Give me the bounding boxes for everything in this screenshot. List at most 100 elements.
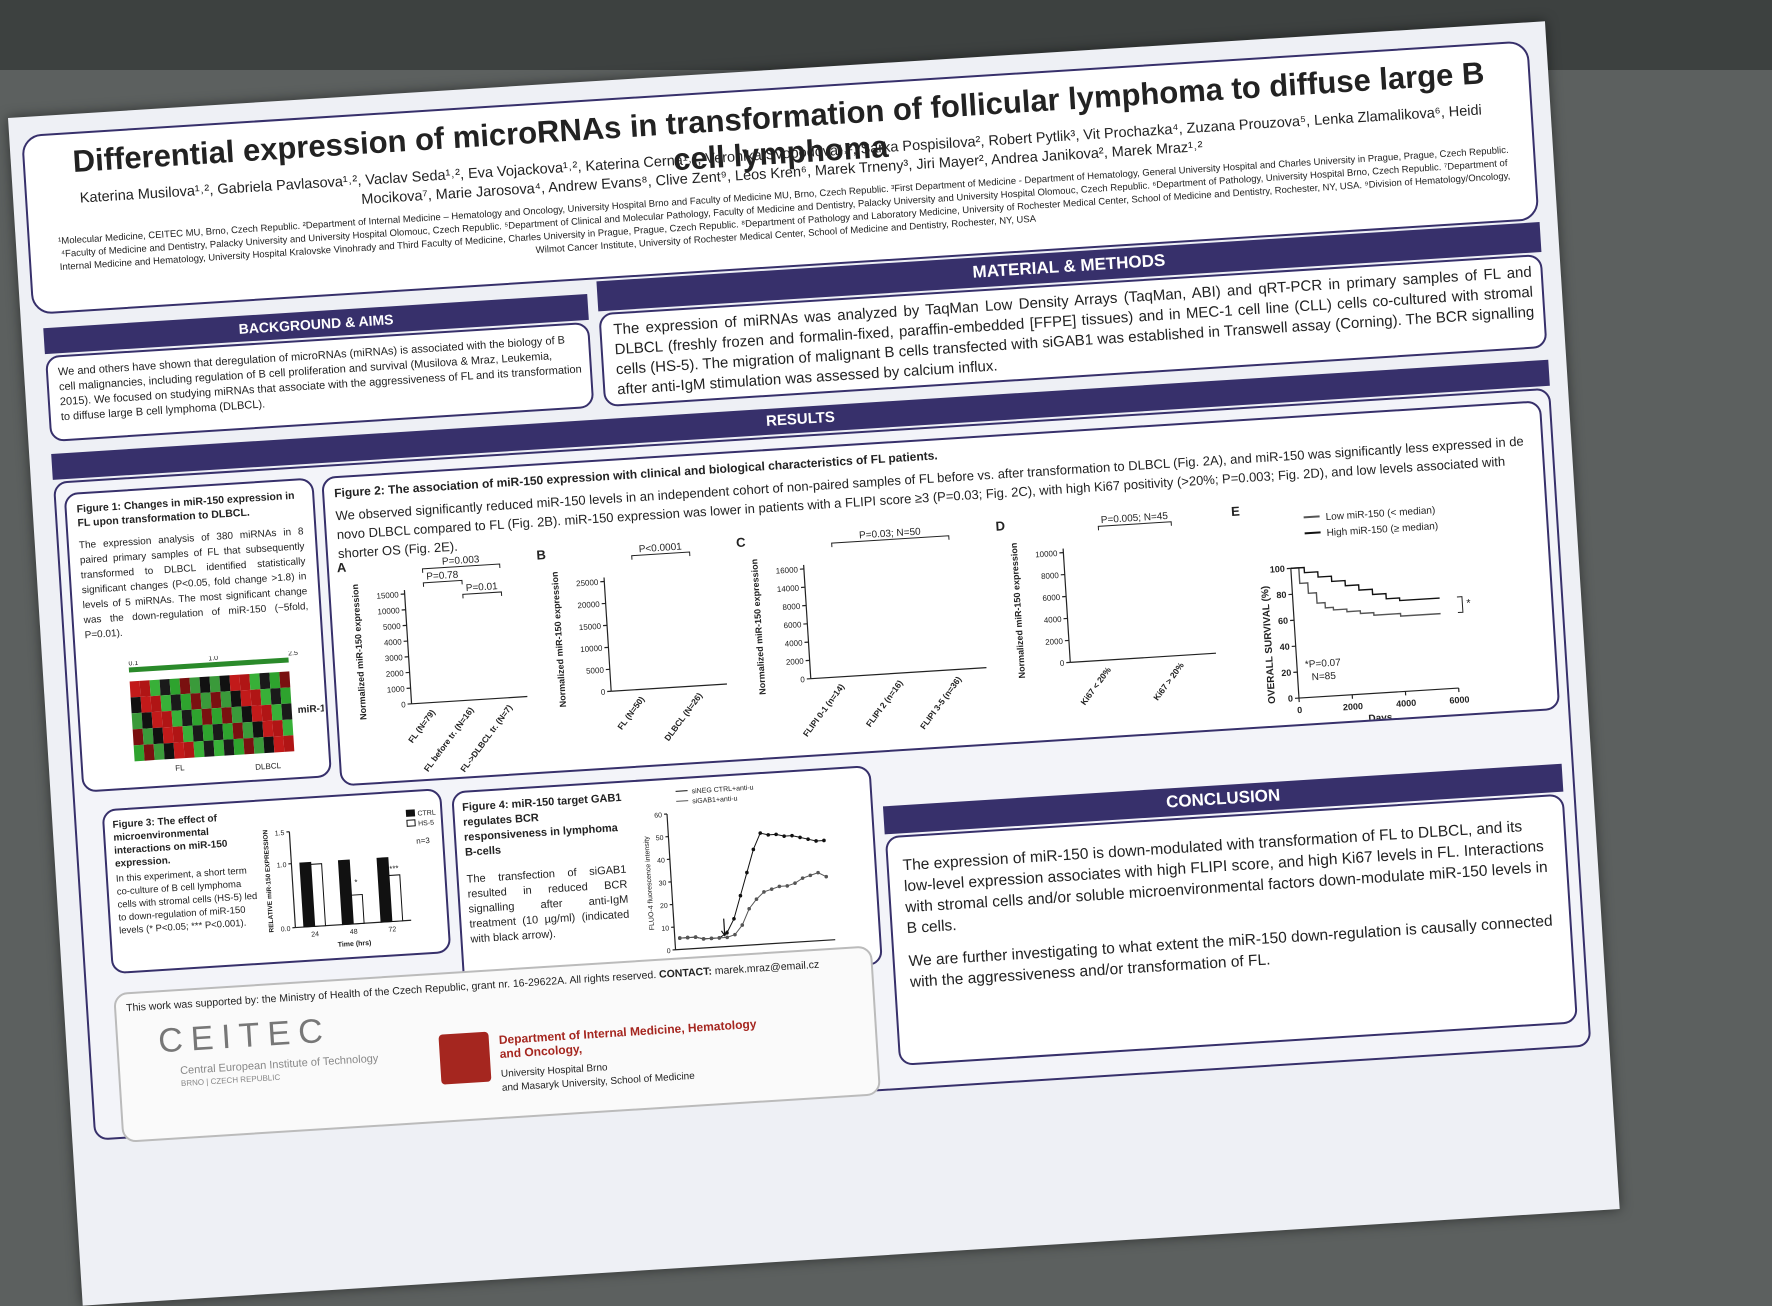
panel-letter: A <box>336 560 347 576</box>
y-tick-label: 0 <box>601 688 607 697</box>
legend-swatch <box>676 801 688 802</box>
x-tick-label: 2000 <box>1343 701 1364 712</box>
y-axis <box>1291 568 1299 698</box>
heatmap-cell <box>144 744 155 761</box>
x-tick-label: 24 <box>311 931 319 938</box>
y-tick-label: 30 <box>658 880 666 887</box>
heatmap-cell <box>251 705 262 722</box>
y-tick-label: 8000 <box>782 602 801 612</box>
heatmap-cell <box>201 708 212 725</box>
contact: marek.mraz@email.cz <box>714 959 819 978</box>
group-label: FL <box>175 763 185 773</box>
y-tick-label: 60 <box>654 812 662 819</box>
figure-title: Figure 4: miR-150 target GAB1 regulates … <box>462 791 625 861</box>
x-tick-label: Ki67 > 20% <box>1151 660 1186 702</box>
y-tick-label: 50 <box>656 835 664 842</box>
y-tick-label: 40 <box>1279 642 1290 653</box>
scale-label: 1.0 <box>208 655 218 663</box>
y-tick-label: 10000 <box>1035 549 1058 559</box>
heatmap-cell <box>131 697 142 714</box>
y-axis-label: FLUO-4 fluorescence intensity <box>643 836 656 931</box>
legend-label: HS-5 <box>418 820 434 828</box>
x-axis <box>1070 653 1216 662</box>
heatmap-cell <box>180 678 191 695</box>
y-axis-label: Normalized miR-150 expression <box>1009 542 1028 678</box>
department-name: Department of Internal Medicine, Hematol… <box>498 1017 759 1061</box>
heatmap-cell <box>221 707 232 724</box>
y-tick-label: 0 <box>401 700 407 709</box>
heatmap-cell <box>271 704 282 721</box>
y-axis-label: Normalized miR-150 expression <box>350 584 369 720</box>
heatmap-cell <box>173 726 184 743</box>
heatmap-cell <box>210 692 221 709</box>
y-tick-label: 10000 <box>377 606 400 616</box>
heatmap-cell <box>140 680 151 697</box>
heatmap-cell <box>161 695 172 712</box>
survival-curve <box>1291 559 1440 607</box>
x-tick-label: 6000 <box>1449 694 1470 705</box>
heatmap-cell <box>133 729 144 746</box>
heatmap-cell <box>263 737 274 754</box>
heatmap-cell <box>262 721 273 738</box>
panel-letter: B <box>536 547 546 563</box>
heatmap-cell <box>202 724 213 741</box>
figure-box: Figure 3: The effect of microenvironment… <box>102 788 452 974</box>
heatmap-cell <box>272 720 283 737</box>
figure-box: Figure 1: Changes in miR-150 expression … <box>64 478 332 793</box>
y-tick-label: 0 <box>800 675 806 684</box>
x-axis <box>412 697 528 704</box>
y-tick-label: 10 <box>661 925 669 932</box>
y-axis-label: Normalized miR-150 expression <box>550 571 569 707</box>
legend-swatch <box>676 791 688 792</box>
heatmap-cell <box>160 679 171 696</box>
heatmap-cell <box>261 705 272 722</box>
y-tick-label: 0 <box>1288 693 1294 703</box>
y-tick-label: 5000 <box>383 622 402 632</box>
y-axis <box>1063 549 1070 663</box>
heatmap-cell <box>153 727 164 744</box>
heatmap-cell <box>279 671 290 688</box>
annotation: *** <box>389 864 399 874</box>
heatmap-cell <box>164 743 175 760</box>
y-axis-label: RELATIVE miR-150 EXPRESSION <box>262 829 275 932</box>
x-tick-label: FL (N=79) <box>406 707 437 744</box>
y-axis <box>804 565 811 679</box>
heatmap-cell <box>260 689 271 706</box>
heatmap-cell <box>231 707 242 724</box>
heatmap-cell <box>269 672 280 689</box>
y-axis <box>289 832 295 928</box>
x-tick-label: 48 <box>350 929 358 936</box>
y-tick-label: 5000 <box>586 666 605 676</box>
heatmap-cell <box>150 680 161 697</box>
figure-text: The expression analysis of 380 miRNAs in… <box>79 524 310 643</box>
heatmap-cell <box>171 694 182 711</box>
heatmap-cell <box>191 693 202 710</box>
y-tick-label: 20 <box>660 903 668 910</box>
series-line <box>676 872 829 940</box>
annotation: *P=0.07 <box>1305 657 1342 670</box>
annotation: * <box>1466 597 1472 609</box>
heatmap-cell <box>184 742 195 759</box>
legend-swatch <box>407 820 415 826</box>
y-axis-label: OVERALL SURVIVAL (%) <box>1260 586 1278 705</box>
legend-label: Low miR-150 (< median) <box>1325 505 1435 523</box>
heatmap-cell <box>132 713 143 730</box>
heatmap-cell <box>199 676 210 693</box>
heatmap-cell <box>242 722 253 739</box>
heatmap-cell <box>193 725 204 742</box>
y-tick-label: 1.5 <box>275 830 285 838</box>
heatmap-cell <box>213 740 224 757</box>
heatmap-cell <box>222 723 233 740</box>
x-tick-label: FLIPI 2 (n=16) <box>864 678 905 729</box>
annotation: P=0.78 <box>426 570 459 583</box>
heatmap-cell <box>273 736 284 753</box>
x-tick-label: FL (N=50) <box>615 694 646 731</box>
x-axis <box>1299 688 1459 698</box>
heatmap-cell <box>183 726 194 743</box>
heatmap-cell <box>240 690 251 707</box>
